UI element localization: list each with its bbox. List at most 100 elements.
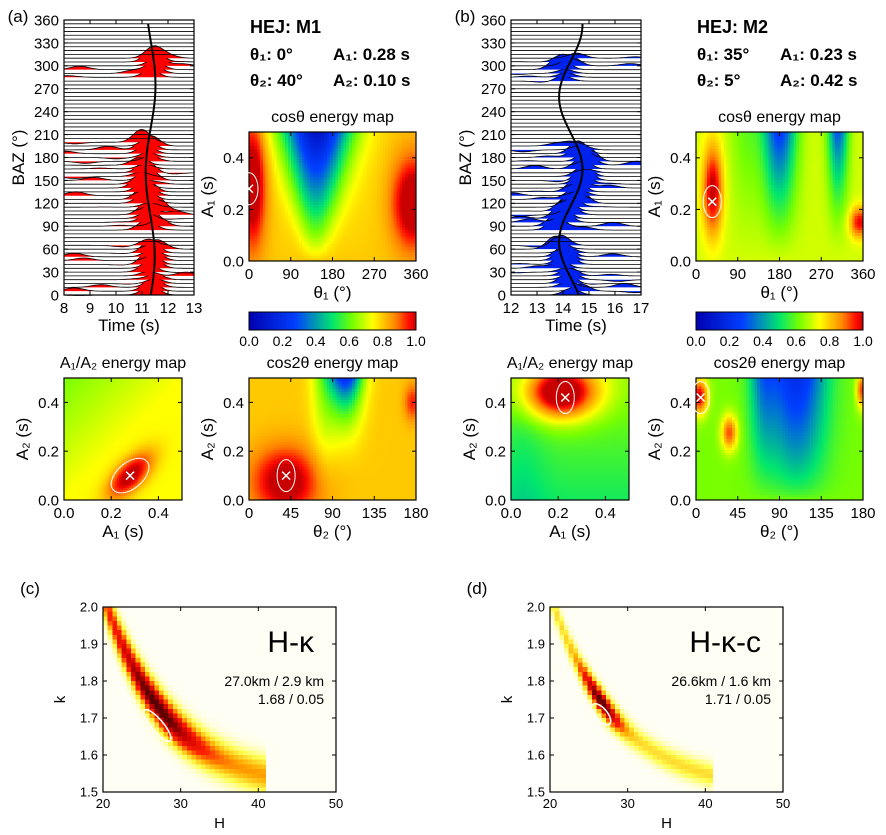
trace — [64, 167, 194, 181]
trace-fill — [511, 236, 641, 250]
a1a2-map-frame — [63, 377, 183, 501]
hk-frame — [549, 606, 784, 793]
y-tick-label: 1.5 — [80, 785, 98, 800]
y-tick-label: 180 — [34, 150, 59, 167]
trace — [510, 204, 641, 219]
y-tick-label: 0.0 — [670, 492, 691, 509]
x-tick-label: 0.2 — [548, 505, 569, 522]
confidence-contour — [110, 457, 150, 494]
trace-fill — [511, 198, 641, 212]
trace-fill — [511, 147, 641, 162]
x-tick-label: 90 — [771, 505, 788, 522]
panel-label: (d) — [467, 579, 488, 598]
trace — [64, 238, 194, 248]
x-tick-label: 16 — [607, 300, 624, 317]
trace-fill — [64, 249, 194, 257]
y-tick-label: 180 — [481, 150, 506, 167]
trace — [64, 258, 194, 269]
x-tick-label: 0 — [245, 266, 253, 283]
trace — [64, 138, 194, 151]
y-tick-label: 240 — [34, 104, 59, 121]
y-tick-label: 30 — [489, 264, 506, 281]
y-tick-label: 210 — [34, 127, 59, 144]
y-tick-label: 0.0 — [38, 492, 59, 509]
trace-fill — [64, 250, 194, 265]
trace — [64, 56, 195, 67]
trace — [64, 193, 194, 204]
y-axis-label: A₂ (s) — [645, 418, 664, 460]
colorbar-tick-label: 1.0 — [853, 333, 873, 349]
y-tick-label: 1.5 — [527, 785, 545, 800]
x-axis-label: Time (s) — [98, 316, 160, 335]
map-title: A₁/A₂ energy map — [60, 355, 186, 372]
trace — [511, 52, 642, 59]
trace-fill — [64, 135, 194, 147]
confidence-contour — [555, 381, 575, 415]
y-tick-label: 0.0 — [223, 253, 244, 270]
trace-fill — [511, 268, 641, 273]
trace-fill — [511, 76, 641, 83]
y-tick-label: 0.0 — [485, 492, 506, 509]
arrival-time-curve — [558, 23, 584, 296]
map-title: cos2θ energy map — [714, 355, 846, 372]
y-tick-label: 210 — [481, 127, 506, 144]
trace-fill — [64, 203, 194, 215]
a1a2-map-frame — [510, 377, 630, 501]
x-tick-label: 0.4 — [148, 505, 169, 522]
H-estimate: 27.0km / 2.9 km — [224, 673, 324, 689]
trace-fill — [511, 245, 641, 257]
trace-fill — [64, 210, 194, 223]
trace-fill — [64, 156, 194, 164]
trace — [64, 273, 194, 281]
cos2-map-frame — [248, 377, 417, 501]
x-tick-label: 180 — [320, 266, 345, 283]
y-axis-label: BAZ (°) — [9, 130, 28, 186]
trace-fill — [64, 202, 194, 208]
trace — [510, 69, 641, 75]
trace — [64, 64, 194, 74]
station-title: HEJ: M1 — [250, 17, 321, 37]
y-tick-label: 0.4 — [485, 395, 506, 412]
x-axis-label: H — [214, 815, 225, 832]
trace — [64, 47, 195, 63]
colorbar-tick-label: 0.2 — [273, 333, 293, 349]
y-axis-label: BAZ (°) — [456, 130, 475, 186]
y-axis-label: A₂ (s) — [460, 418, 479, 460]
trace — [511, 157, 642, 166]
x-tick-label: 12 — [160, 300, 177, 317]
trace-fill — [511, 54, 641, 63]
x-tick-label: 270 — [809, 266, 834, 283]
y-axis-label: k — [499, 695, 516, 703]
colorbar-tick-label: 0.0 — [686, 333, 706, 349]
trace-fill — [511, 180, 641, 189]
trace — [63, 281, 194, 292]
y-tick-label: 0.2 — [485, 444, 506, 461]
y-tick-label: 1.7 — [80, 711, 98, 726]
confidence-contour — [239, 172, 259, 206]
x-tick-label: 20 — [96, 796, 110, 811]
trace-fill — [64, 152, 194, 159]
y-tick-label: 1.7 — [527, 711, 545, 726]
confidence-contour — [276, 459, 296, 493]
trace — [64, 202, 194, 208]
trace-fill — [64, 61, 194, 70]
trace-fill — [511, 214, 641, 223]
trace-fill — [511, 262, 641, 269]
x-tick-label: 17 — [633, 300, 650, 317]
x-axis-label: H — [661, 815, 672, 832]
x-axis-label: A₁ (s) — [102, 522, 144, 541]
y-tick-label: 360 — [34, 12, 59, 29]
trace-fill — [511, 169, 641, 173]
y-tick-label: 1.6 — [527, 748, 545, 763]
x-tick-label: 20 — [543, 796, 557, 811]
trace — [64, 270, 195, 277]
x-axis-label: Time (s) — [545, 316, 607, 335]
x-axis-label: θ₂ (°) — [760, 522, 799, 541]
x-tick-label: 40 — [251, 796, 265, 811]
best-fit-marker — [125, 471, 135, 481]
trace-fill — [511, 288, 641, 295]
trace — [510, 213, 641, 223]
y-tick-label: 150 — [481, 173, 506, 190]
y-tick-label: 0.0 — [670, 253, 691, 270]
x-tick-label: 135 — [362, 505, 387, 522]
